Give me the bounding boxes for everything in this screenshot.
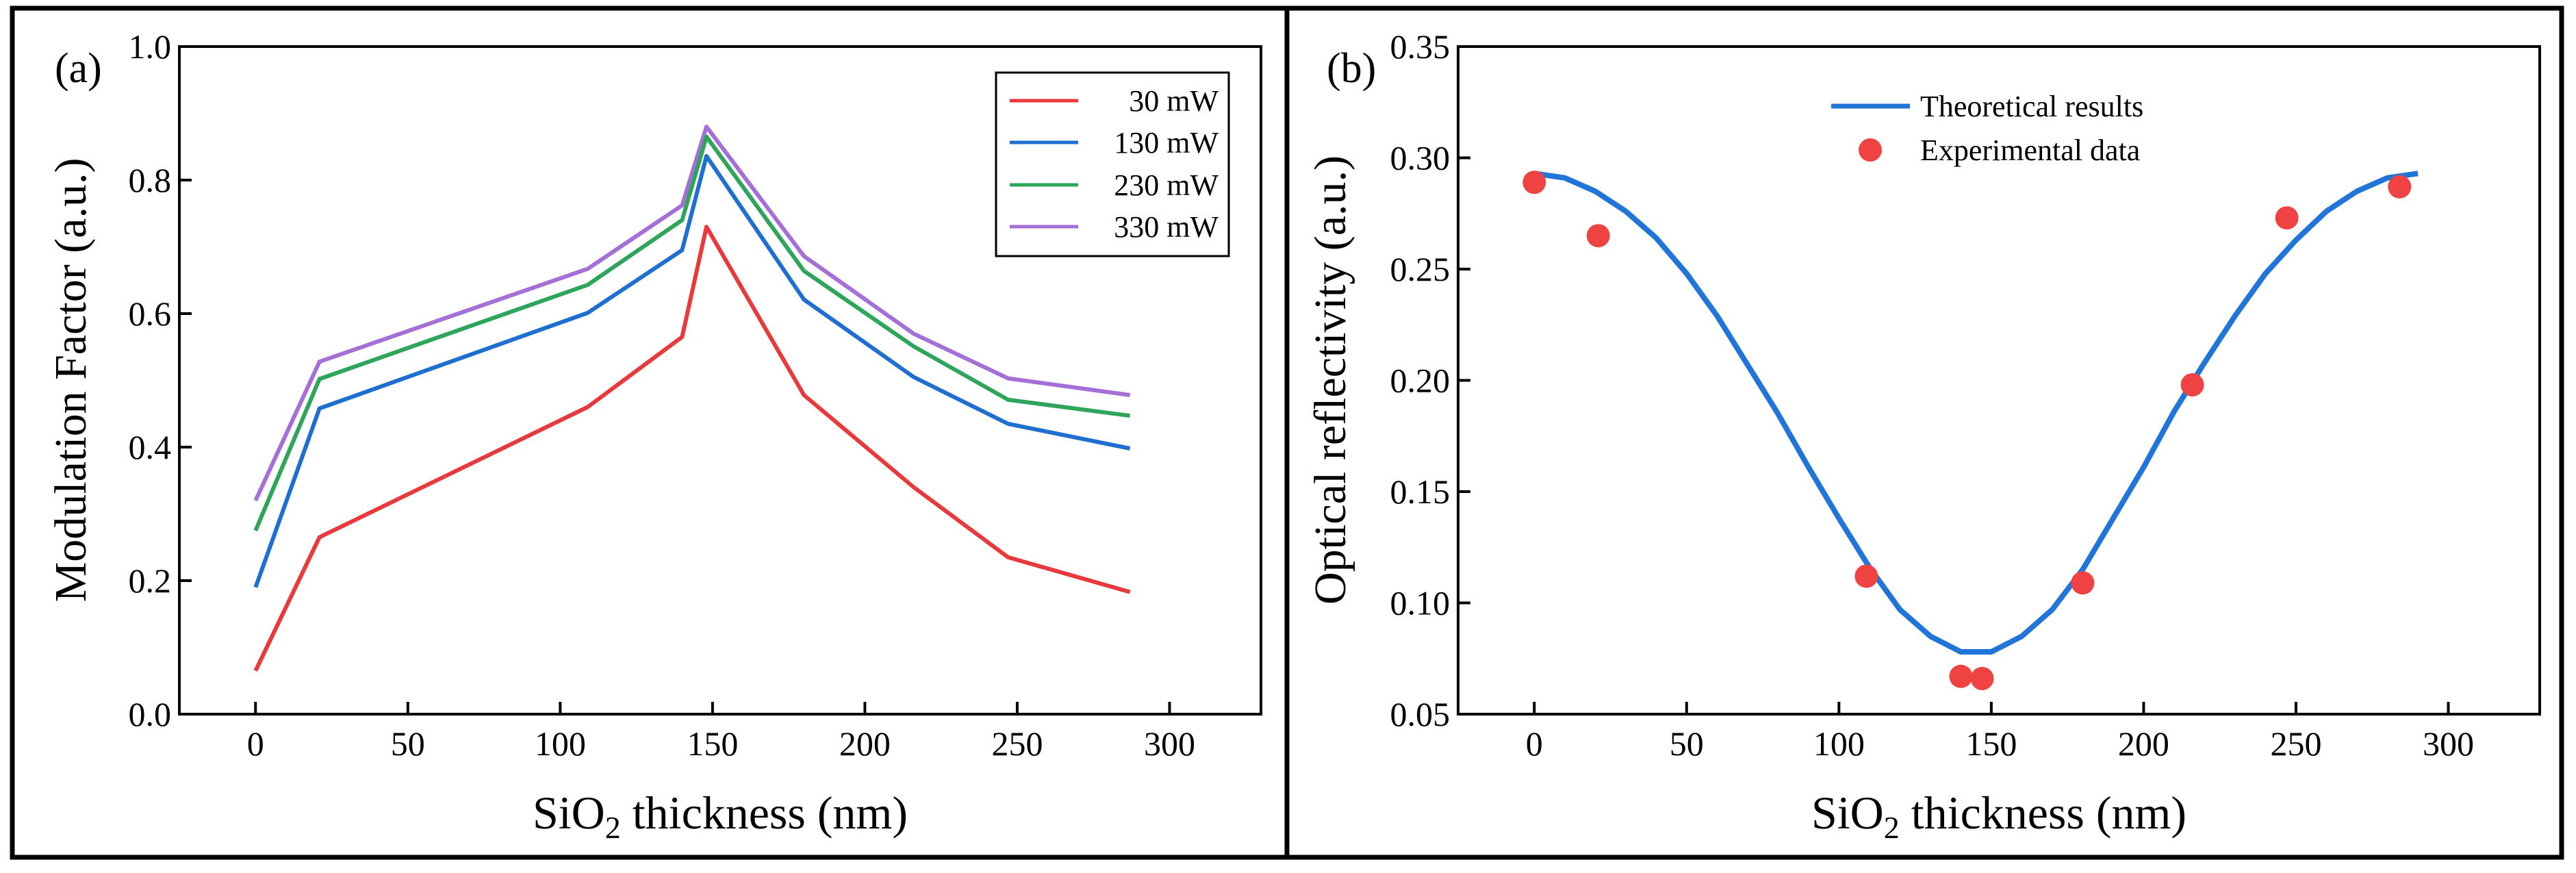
legend-label-experiment: Experimental data [1920,134,2140,167]
legend-label-theory: Theoretical results [1920,90,2143,123]
panel-a-x-tick-label: 300 [1144,724,1195,763]
panel-b-x-tick-label: 100 [1813,724,1865,763]
series-230mw-line [253,134,1130,532]
panel-a-y-axis-label: Modulation Factor (a.u.) [46,158,96,603]
panel-b-y-tick-label: 0.25 [1390,250,1451,288]
panel-a-x-tick-label: 50 [391,724,425,763]
panel-b: 0 50 100 150 200 250 300 0.05 0.10 0.15 0.20 0.25 0.… [1305,27,2541,845]
panel-b-x-tick-label: 250 [2270,724,2321,763]
experiment-point [2275,206,2299,230]
panel-a-y-tick-label: 0.0 [129,695,172,733]
theory-curve [1533,170,2419,655]
experiment-point [2388,175,2412,199]
panel-a-plot-area [178,45,1262,716]
panel-a-xlabel-sub: 2 [605,810,621,845]
panel-b-x-tick-label: 300 [2423,724,2474,763]
experiment-point [1586,224,1610,248]
panel-b-y-tick-label: 0.05 [1390,695,1451,733]
series-330mw-line [253,125,1131,502]
experiment-point [2071,571,2095,595]
panel-b-y-tick-label: 0.15 [1390,472,1451,511]
panel-b-label: (b) [1327,45,1376,92]
panel-b-y-tick-label: 0.30 [1390,139,1451,177]
panel-a-x-axis-label: SiO2 thickness (nm) [533,787,908,845]
experiment-point [1970,667,1994,690]
panel-b-y-tick-label: 0.35 [1390,27,1451,66]
experiment-point [1949,664,1973,688]
panel-a-x-tick-label: 250 [991,724,1043,763]
panel-a-x-tick-label: 150 [687,724,738,763]
panel-a-ticks: 0 50 100 150 200 250 300 0.0 0.2 0.4 0.6 0.8 1.0 [129,27,1195,763]
panel-a-y-tick-label: 0.8 [129,161,172,199]
panel-b-x-tick-label: 50 [1670,724,1704,763]
panel-a-xlabel-main: SiO [533,787,605,839]
panel-b-frame [1284,5,2564,860]
legend-marker-experiment [1859,138,1882,162]
panel-b-x-axis-label: SiO2 thickness (nm) [1811,787,2186,845]
panel-b-series [1522,170,2419,690]
panel-b-xlabel-rest: thickness (nm) [1900,787,2186,839]
series-30mw-line [253,225,1131,672]
panel-b-legend: Theoretical results Experimental data [1831,90,2143,167]
panel-a-y-tick-label: 1.0 [129,27,172,66]
panel-a-legend: 30 mW 130 mW 230 mW 330 mW [995,71,1230,257]
legend-label-30mw: 30 mW [1129,84,1219,118]
panel-b-y-tick-label: 0.10 [1390,584,1451,622]
legend-label-130mw: 130 mW [1114,126,1219,160]
experiment-point [1522,170,1546,194]
panel-b-y-axis-label: Optical reflectivity (a.u.) [1305,155,1355,605]
experiment-point [1854,564,1878,588]
panel-b-y-tick-label: 0.20 [1390,362,1451,400]
panel-b-x-tick-label: 0 [1526,724,1543,763]
panel-a-xlabel-rest: thickness (nm) [621,787,908,839]
experiment-point [2180,373,2204,396]
panel-b-xlabel-sub: 2 [1884,810,1900,845]
panel-a-x-tick-label: 100 [535,724,586,763]
panel-a-series [253,125,1131,672]
panel-a-x-tick-label: 0 [247,724,264,763]
legend-label-330mw: 330 mW [1114,210,1219,244]
panel-a-y-tick-label: 0.2 [129,561,172,600]
panel-b-x-tick-label: 200 [2118,724,2169,763]
panel-b-xlabel-main: SiO [1811,787,1884,839]
series-130mw-line [253,153,1131,588]
panel-a-label: (a) [55,45,102,92]
panel-a-y-tick-label: 0.4 [129,428,172,466]
legend-label-230mw: 230 mW [1114,168,1219,202]
panel-a-x-tick-label: 200 [839,724,891,763]
panel-b-x-tick-label: 150 [1965,724,2017,763]
panel-a-y-tick-label: 0.6 [129,294,172,333]
panel-a: 0 50 100 150 200 250 300 0.0 0.2 0.4 0.6 0.8 1.0 (a)… [46,27,1262,845]
panel-b-ticks: 0 50 100 150 200 250 300 0.05 0.10 0.15 0.20 0.25 0.… [1390,27,2474,763]
